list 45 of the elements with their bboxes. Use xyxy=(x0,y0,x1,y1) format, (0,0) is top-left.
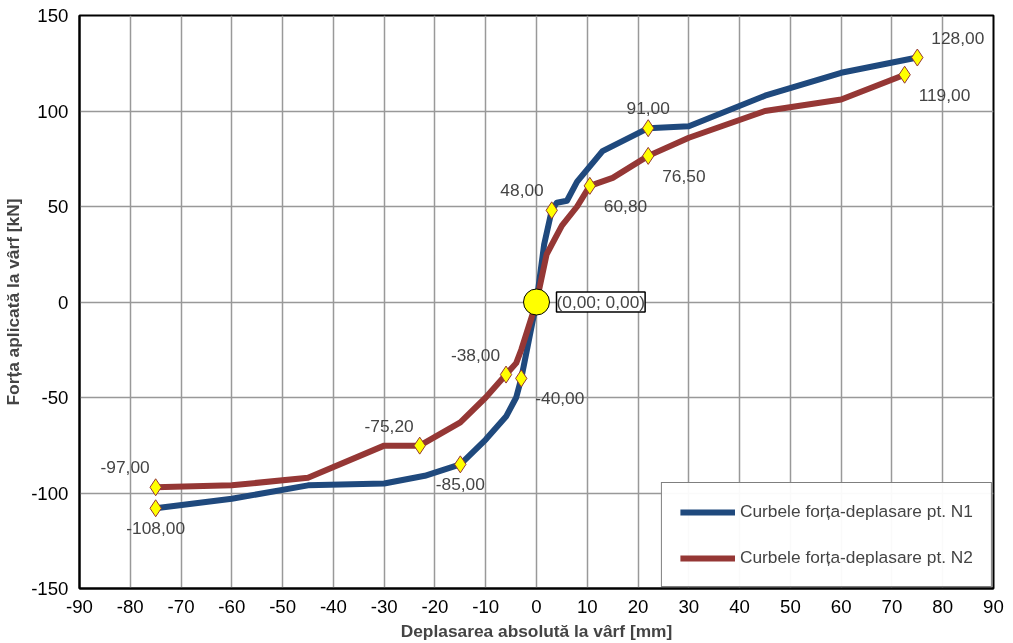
data-label: -97,00 xyxy=(100,457,150,478)
x-tick-label: 0 xyxy=(531,595,542,617)
x-tick-label: -70 xyxy=(167,595,195,617)
x-tick-label: -10 xyxy=(472,595,500,617)
x-axis-title: Deplasarea absolută la vârf [mm] xyxy=(400,620,673,641)
data-label: -85,00 xyxy=(435,474,485,495)
y-tick-label: 150 xyxy=(37,5,69,26)
data-label: 60,80 xyxy=(603,195,648,216)
y-tick-label: -50 xyxy=(41,387,69,408)
x-tick-label: 80 xyxy=(932,595,954,617)
x-tick-label: 90 xyxy=(983,595,1004,617)
y-tick-label: 0 xyxy=(58,291,69,313)
x-tick-label: -30 xyxy=(370,595,398,617)
y-tick-label: 50 xyxy=(47,196,69,217)
data-label: -40,00 xyxy=(535,388,585,409)
y-tick-label: 100 xyxy=(37,100,69,122)
data-label: (0,00; 0,00) xyxy=(556,292,646,312)
x-tick-label: -50 xyxy=(269,595,297,617)
x-tick-label: -40 xyxy=(319,595,347,617)
x-tick-label: -90 xyxy=(66,595,93,617)
data-label: 128,00 xyxy=(931,27,985,48)
x-tick-label: 50 xyxy=(780,595,801,617)
point xyxy=(523,288,550,316)
x-tick-label: 30 xyxy=(678,595,700,617)
data-label: 76,50 xyxy=(662,165,706,186)
x-tick-label: 20 xyxy=(627,595,649,617)
y-tick-label: -100 xyxy=(31,482,69,504)
data-label: 48,00 xyxy=(500,180,544,201)
data-label: -108,00 xyxy=(126,518,186,539)
x-tick-label: 10 xyxy=(576,595,598,617)
x-tick-label: 70 xyxy=(881,595,903,617)
legend-label: Curbele forța-deplasare pt. N1 xyxy=(739,501,973,522)
x-tick-label: 40 xyxy=(729,595,750,617)
data-label: -75,20 xyxy=(364,415,414,436)
x-tick-label: 60 xyxy=(830,595,852,617)
data-label: 119,00 xyxy=(918,84,971,105)
point xyxy=(499,365,513,384)
x-tick-label: -80 xyxy=(116,595,144,617)
data-label: -38,00 xyxy=(450,344,501,365)
legend-label: Curbele forța-deplasare pt. N2 xyxy=(739,547,973,568)
data-label: 91,00 xyxy=(626,98,670,119)
x-tick-label: -20 xyxy=(421,595,449,617)
x-tick-label: -60 xyxy=(218,595,246,617)
y-tick-label: -150 xyxy=(31,578,69,599)
y-axis-title: Forța aplicată la vârf [kN] xyxy=(3,198,24,406)
